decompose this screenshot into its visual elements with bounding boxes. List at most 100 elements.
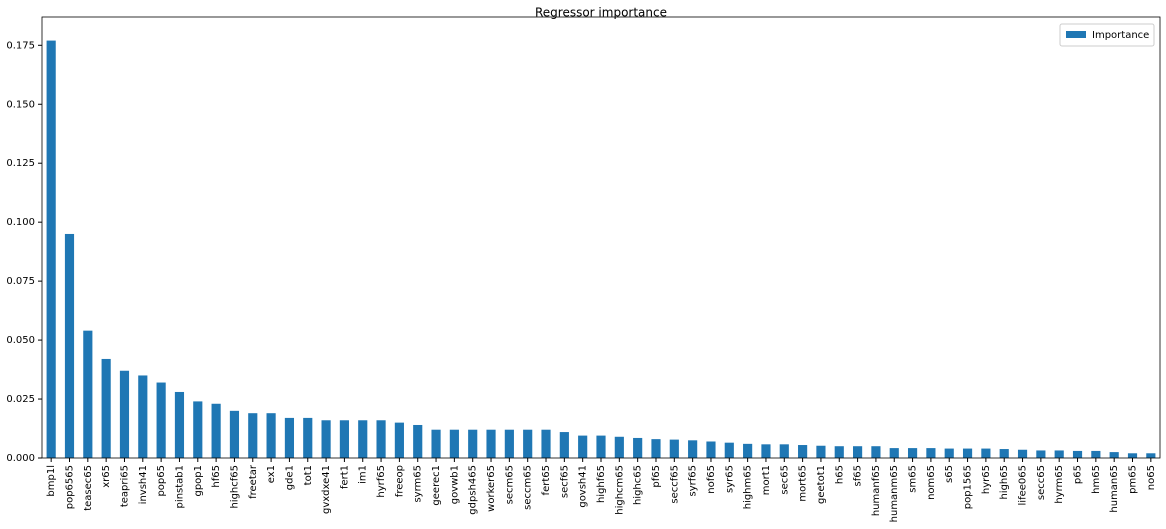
- x-tick-label: seccf65: [669, 465, 680, 504]
- y-tick-label: 0.000: [6, 453, 35, 464]
- x-tick-label: pf65: [651, 465, 662, 488]
- x-tick-label: govwb1: [449, 465, 460, 504]
- x-tick-label: sec65: [779, 465, 790, 495]
- bar: [706, 441, 716, 458]
- bar: [724, 442, 734, 458]
- x-tick-label: highf65: [596, 465, 607, 503]
- bar: [1109, 452, 1119, 458]
- bar: [119, 370, 130, 458]
- x-tick-label: teasec65: [83, 465, 94, 511]
- x-tick-label: pm65: [1128, 465, 1139, 494]
- chart-title: Regressor importance: [535, 6, 667, 20]
- y-tick-label: 0.125: [6, 158, 35, 169]
- bar: [211, 403, 221, 458]
- x-tick-label: fert65: [541, 465, 552, 495]
- bar: [614, 436, 624, 458]
- x-tick-label: syr65: [724, 465, 735, 493]
- bar: [761, 444, 771, 458]
- bar: [1072, 450, 1083, 458]
- bar: [321, 420, 331, 458]
- x-tick-label: nom65: [926, 465, 937, 500]
- x-tick-label: pop1565: [963, 465, 974, 509]
- bar: [559, 432, 569, 458]
- x-tick-label: hf65: [211, 465, 222, 488]
- x-tick-label: pop65: [156, 465, 167, 497]
- x-tick-label: ex1: [266, 465, 277, 483]
- x-tick-label: humanf65: [871, 465, 882, 516]
- bar: [596, 435, 606, 458]
- x-tick-label: secf65: [559, 465, 570, 498]
- bar: [1146, 453, 1156, 458]
- bar: [962, 448, 973, 458]
- x-tick-label: pop6565: [64, 465, 75, 509]
- bar: [907, 448, 918, 458]
- bar: [578, 435, 588, 458]
- y-tick-label: 0.050: [6, 335, 35, 346]
- plot-frame: [41, 16, 1161, 459]
- bar: [1054, 450, 1064, 458]
- bar: [449, 429, 459, 458]
- x-tick-label: mort1: [761, 465, 772, 495]
- x-tick-label: secc65: [1036, 465, 1047, 500]
- x-tick-label: syrf65: [688, 465, 699, 496]
- bar: [468, 429, 478, 458]
- x-tick-label: sm65: [908, 465, 919, 493]
- x-tick-label: nof65: [706, 465, 717, 494]
- x-tick-label: h65: [834, 465, 845, 484]
- x-tick-label: geetot1: [816, 465, 827, 504]
- x-tick-label: freeop: [394, 465, 405, 497]
- x-tick-label: worker65: [486, 465, 497, 512]
- bar: [193, 401, 203, 458]
- bar: [523, 429, 533, 458]
- bar: [541, 429, 551, 458]
- legend-label: Importance: [1092, 30, 1149, 41]
- x-tick-label: gde1: [284, 465, 295, 490]
- x-tick-label: gdpsh465: [468, 465, 479, 515]
- x-tick-label: hm65: [1091, 465, 1102, 494]
- bar: [174, 391, 185, 458]
- x-tick-label: humanm65: [889, 465, 900, 522]
- x-tick-label: highcm65: [614, 465, 625, 515]
- bar: [779, 444, 789, 458]
- x-tick-label: hyrf65: [376, 465, 387, 498]
- x-tick-label: human65: [1109, 465, 1120, 513]
- legend-box: [1059, 23, 1155, 47]
- x-tick-label: secm65: [504, 465, 515, 504]
- x-tick-label: govsh41: [578, 465, 589, 508]
- bar: [871, 446, 881, 458]
- bar: [358, 420, 368, 458]
- bar: [376, 420, 386, 458]
- bar: [889, 448, 899, 458]
- bar: [798, 445, 808, 458]
- x-tick-label: mort65: [798, 465, 809, 502]
- bar: [1036, 450, 1046, 458]
- x-tick-label: highcf65: [229, 465, 240, 509]
- x-tick-label: xr65: [101, 465, 112, 488]
- x-tick-label: highm65: [743, 465, 754, 509]
- x-tick-label: sf65: [853, 465, 864, 486]
- bar: [834, 446, 844, 458]
- x-tick-label: no65: [1146, 465, 1157, 490]
- y-tick-label: 0.075: [6, 276, 35, 287]
- bar: [413, 424, 423, 458]
- bar: [1127, 453, 1138, 458]
- bar: [688, 440, 698, 458]
- bar: [743, 443, 753, 458]
- bar: [339, 420, 349, 458]
- bar: [981, 448, 991, 458]
- y-tick-label: 0.025: [6, 394, 35, 405]
- bar: [504, 429, 514, 458]
- x-tick-label: gvxdxe41: [321, 465, 332, 514]
- x-tick-label: lifee065: [1018, 465, 1029, 505]
- bar: [229, 410, 240, 458]
- x-tick-label: high65: [999, 465, 1010, 500]
- x-tick-label: hyrm65: [1054, 465, 1065, 504]
- x-tick-label: geerec1: [431, 465, 442, 506]
- bar: [944, 448, 954, 458]
- y-tick-label: 0.100: [6, 217, 35, 228]
- bar: [669, 439, 679, 458]
- bar: [633, 437, 643, 458]
- x-tick-label: highc65: [633, 465, 644, 505]
